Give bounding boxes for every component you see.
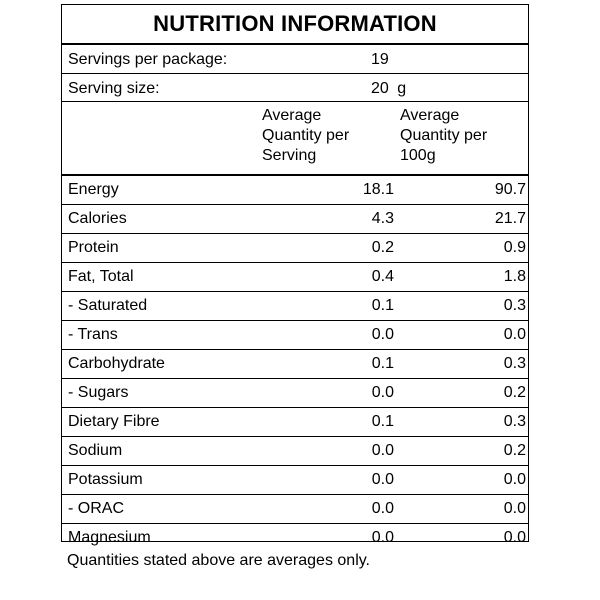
table-row: Fat, Total 0.4 1.8 xyxy=(62,263,528,292)
nutrient-label: - Saturated xyxy=(68,297,148,314)
per-serving-value: 18.1 xyxy=(362,181,394,198)
per-serving-value: 0.1 xyxy=(371,355,394,372)
divider xyxy=(62,436,528,437)
nutrient-label: Protein xyxy=(68,239,119,256)
table-row: Energy 18.1 90.7 xyxy=(62,176,528,205)
per-100g-value: 0.3 xyxy=(503,355,526,372)
per-serving-value: 0.1 xyxy=(371,297,394,314)
divider xyxy=(62,523,528,524)
footnote: Quantities stated above are averages onl… xyxy=(67,552,370,569)
nutrient-label: - Trans xyxy=(68,326,118,343)
table-row: Magnesium 0.0 0.0 xyxy=(62,524,528,553)
divider xyxy=(62,262,528,263)
nutrient-label: - ORAC xyxy=(68,500,124,517)
divider xyxy=(62,204,528,205)
per-100g-value: 0.0 xyxy=(503,500,526,517)
table-row: Calories 4.3 21.7 xyxy=(62,205,528,234)
table-row: Carbohydrate 0.1 0.3 xyxy=(62,350,528,379)
divider xyxy=(62,378,528,379)
panel-title: NUTRITION INFORMATION xyxy=(153,11,437,36)
nutrient-label: Calories xyxy=(68,210,127,227)
per-100g-value: 0.0 xyxy=(503,471,526,488)
divider xyxy=(62,320,528,321)
servings-per-package-label: Servings per package: xyxy=(68,51,228,68)
per-serving-value: 0.0 xyxy=(371,442,394,459)
divider xyxy=(62,174,528,176)
table-row: Protein 0.2 0.9 xyxy=(62,234,528,263)
table-row: - Sugars 0.0 0.2 xyxy=(62,379,528,408)
table-row: - Trans 0.0 0.0 xyxy=(62,321,528,350)
per-100g-value: 0.9 xyxy=(503,239,526,256)
servings-per-package-value: 19 xyxy=(371,51,389,68)
nutrient-label: Energy xyxy=(68,181,119,198)
table-row: Potassium 0.0 0.0 xyxy=(62,466,528,495)
per-100g-value: 0.0 xyxy=(503,326,526,343)
nutrient-label: Sodium xyxy=(68,442,123,459)
per-serving-value: 0.0 xyxy=(371,529,394,546)
per-100g-value: 1.8 xyxy=(503,268,526,285)
per-serving-value: 0.4 xyxy=(371,268,394,285)
serving-size-value: 20 g xyxy=(371,80,406,98)
serving-size-amount: 20 xyxy=(371,80,389,97)
divider xyxy=(62,465,528,466)
table-row: - ORAC 0.0 0.0 xyxy=(62,495,528,524)
divider xyxy=(62,73,528,74)
per-100g-value: 0.2 xyxy=(503,442,526,459)
nutrient-label: Magnesium xyxy=(68,529,151,546)
nutrient-label: Dietary Fibre xyxy=(68,413,160,430)
divider xyxy=(62,349,528,350)
serving-size-unit: g xyxy=(397,80,407,97)
divider xyxy=(62,43,528,45)
per-100g-value: 0.3 xyxy=(503,297,526,314)
per-100g-value: 0.2 xyxy=(503,384,526,401)
divider xyxy=(62,101,528,102)
per-serving-value: 0.2 xyxy=(371,239,394,256)
divider xyxy=(62,494,528,495)
nutrient-label: Fat, Total xyxy=(68,268,134,285)
divider xyxy=(62,233,528,234)
nutrition-panel: NUTRITION INFORMATION Servings per packa… xyxy=(61,4,529,546)
table-row: - Saturated 0.1 0.3 xyxy=(62,292,528,321)
per-serving-value: 0.0 xyxy=(371,471,394,488)
column-header-per-serving: Average Quantity per Serving xyxy=(262,107,350,164)
per-100g-value: 0.0 xyxy=(503,529,526,546)
per-serving-value: 0.0 xyxy=(371,326,394,343)
table-row: Sodium 0.0 0.2 xyxy=(62,437,528,466)
nutrient-label: - Sugars xyxy=(68,384,129,401)
column-header-per-100g: Average Quantity per 100g xyxy=(400,107,488,164)
nutrient-label: Potassium xyxy=(68,471,143,488)
divider xyxy=(62,407,528,408)
per-100g-value: 21.7 xyxy=(494,210,526,227)
per-serving-value: 4.3 xyxy=(371,210,394,227)
per-100g-value: 90.7 xyxy=(494,181,526,198)
serving-size-label: Serving size: xyxy=(68,80,160,97)
table-row: Dietary Fibre 0.1 0.3 xyxy=(62,408,528,437)
per-serving-value: 0.0 xyxy=(371,384,394,401)
per-100g-value: 0.3 xyxy=(503,413,526,430)
per-serving-value: 0.1 xyxy=(371,413,394,430)
divider xyxy=(62,291,528,292)
per-serving-value: 0.0 xyxy=(371,500,394,517)
nutrient-label: Carbohydrate xyxy=(68,355,165,372)
